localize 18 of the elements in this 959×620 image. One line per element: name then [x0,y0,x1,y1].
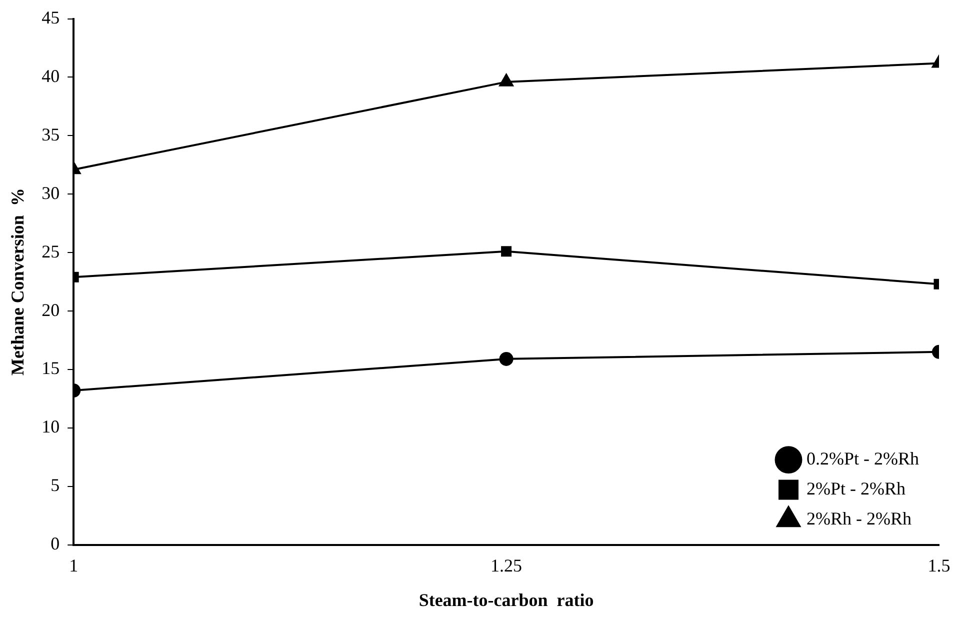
y-tick-label: 30 [42,182,60,203]
y-axis-title: Methane Conversion % [7,188,28,376]
y-tick-label: 15 [42,358,60,378]
x-tick-label: 1.5 [928,555,950,576]
y-tick-label: 25 [42,241,60,262]
x-tick-label: 1.25 [490,555,522,576]
y-tick-label: 5 [50,475,60,496]
legend-label: 2%Rh - 2%Rh [806,508,912,529]
y-tick-label: 0 [50,534,60,554]
y-tick-label: 45 [42,8,60,28]
y-tick-label: 20 [42,300,60,320]
x-axis-title: Steam-to-carbon ratio [418,590,594,610]
legend-label: 0.2%Pt - 2%Rh [806,448,919,469]
x-tick-label: 1 [69,555,78,576]
y-tick-label: 40 [42,66,60,86]
y-tick-label: 10 [42,416,60,437]
legend-label: 2%Pt - 2%Rh [806,478,906,499]
y-tick-label: 35 [42,124,60,144]
